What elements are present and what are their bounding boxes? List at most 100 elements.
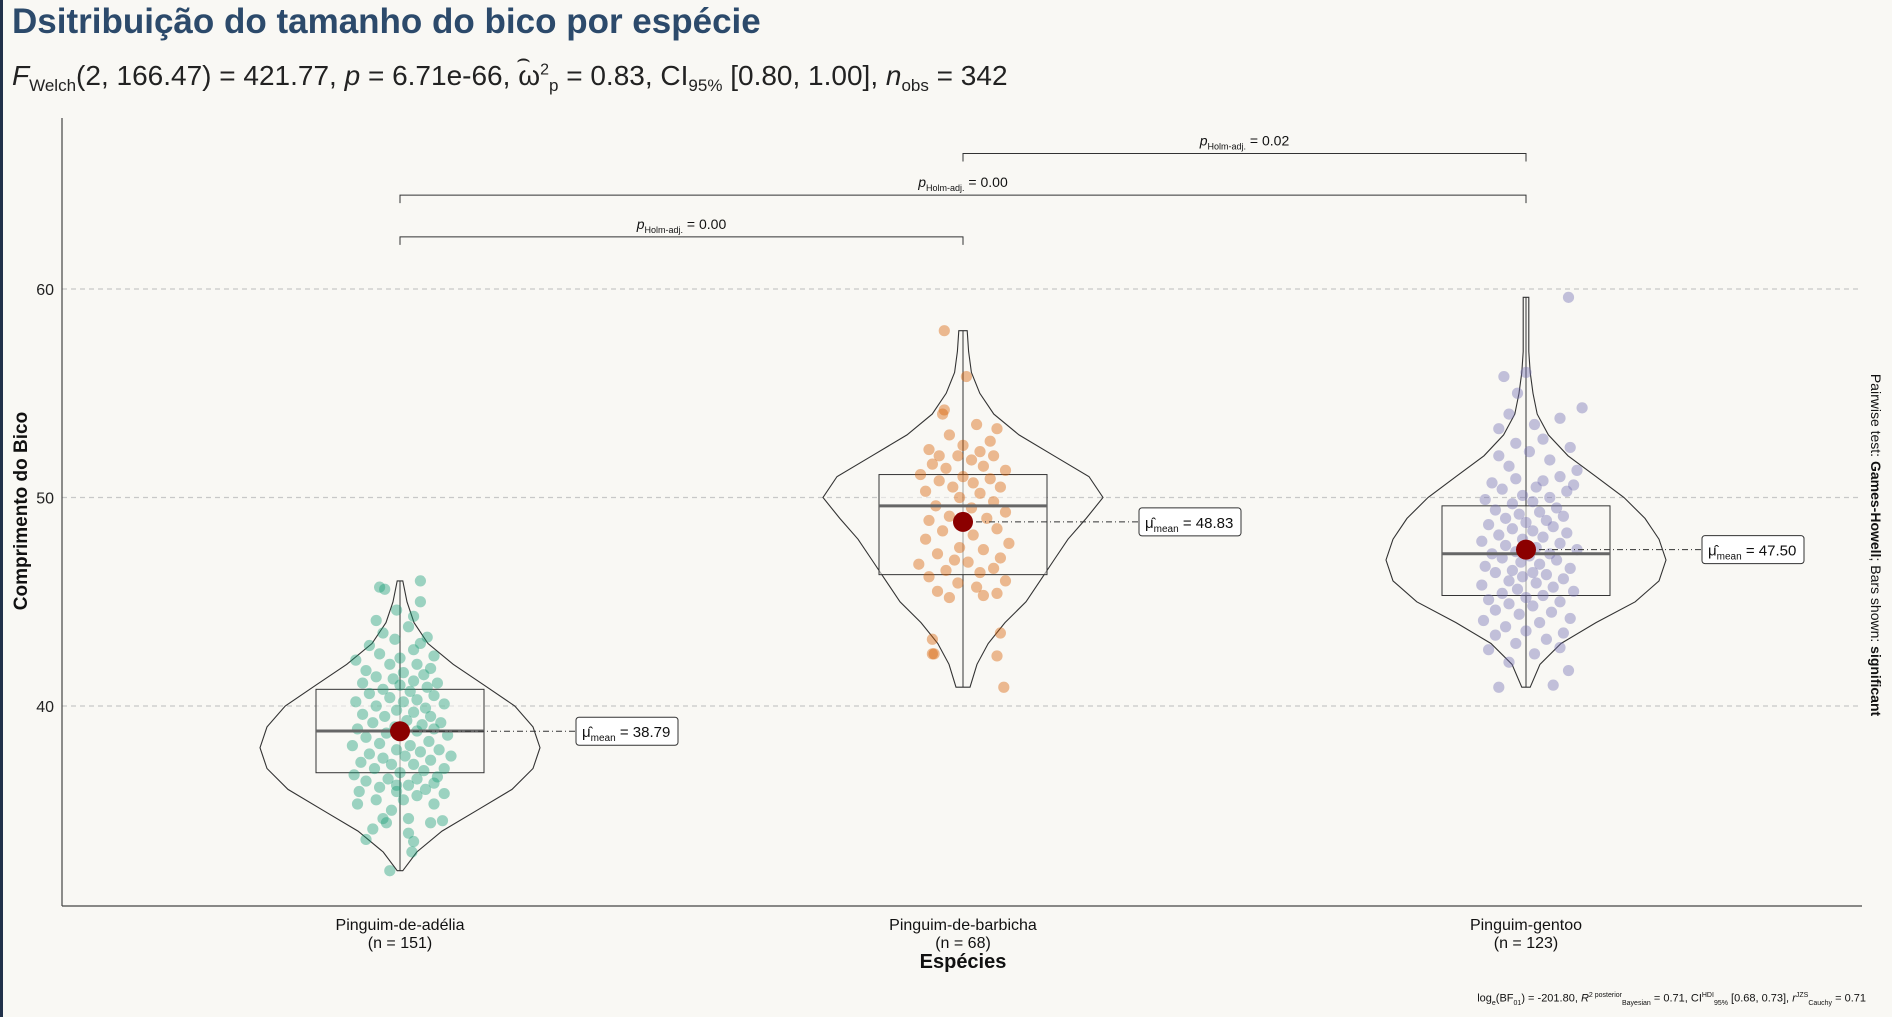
footer-bf-sub: e — [1491, 999, 1496, 1007]
data-point — [1483, 594, 1495, 606]
data-point — [397, 696, 409, 708]
data-point — [1506, 564, 1518, 577]
data-point — [428, 689, 440, 702]
data-point — [370, 700, 382, 712]
mean-mu-symbol: μ̂ — [582, 724, 594, 741]
data-point — [425, 662, 437, 675]
mean-subscript: mean — [591, 733, 616, 744]
mean-point-barbicha — [953, 511, 973, 532]
data-point — [438, 762, 450, 775]
x-tick-label: Pinguim-gentoo — [1470, 917, 1582, 934]
data-point — [926, 458, 939, 470]
data-point — [1551, 502, 1563, 514]
caption-test: Games-Howell — [1868, 460, 1884, 558]
data-point — [1003, 537, 1015, 549]
data-point — [988, 450, 1000, 462]
data-point — [414, 596, 426, 608]
subtitle-f-label: F — [12, 60, 30, 91]
data-point — [399, 750, 411, 762]
data-point — [1564, 612, 1576, 625]
data-point — [374, 781, 386, 793]
data-point — [1540, 569, 1552, 581]
data-point — [1540, 633, 1552, 645]
footer-ci-value: [0.68, 0.73], — [1731, 992, 1790, 1005]
data-point — [350, 696, 362, 708]
data-point — [1544, 491, 1556, 504]
data-point — [1479, 493, 1491, 506]
caption-bars: significant — [1868, 646, 1884, 717]
data-point — [913, 558, 925, 570]
subtitle-ci-sub: 95% — [688, 76, 723, 95]
data-point — [408, 835, 420, 848]
footer-bf-rest: (BF — [1495, 992, 1514, 1005]
data-point — [984, 435, 996, 447]
data-point — [923, 514, 935, 527]
data-point — [931, 548, 944, 560]
data-point — [377, 752, 389, 764]
data-point — [368, 762, 381, 775]
pairwise-caption: Pairwise test: Games-Howell; Bars shown:… — [1868, 374, 1884, 716]
y-tick-label: 40 — [36, 699, 54, 716]
data-point — [1483, 519, 1495, 531]
comparison-value: = 0.02 — [1246, 132, 1289, 148]
data-point — [999, 464, 1012, 476]
data-point — [1530, 481, 1542, 493]
data-point — [367, 717, 379, 729]
comparison-p: p — [917, 174, 926, 190]
data-point — [1554, 471, 1566, 483]
data-point — [1520, 625, 1532, 637]
data-point — [1479, 560, 1491, 572]
data-point — [363, 687, 375, 700]
subtitle-omega-value: = 0.83, — [566, 60, 653, 91]
data-point — [370, 614, 382, 627]
mean-mu-symbol: μ̂ — [1145, 515, 1157, 532]
data-point — [998, 681, 1010, 693]
data-point — [411, 773, 423, 785]
comparison-bracket — [962, 152, 1527, 162]
data-point — [1537, 433, 1549, 445]
data-point — [411, 658, 423, 670]
data-point — [1554, 642, 1566, 654]
box-gentoo — [1441, 505, 1611, 596]
mean-value: = 38.79 — [616, 724, 671, 741]
data-point — [965, 502, 978, 514]
subtitle-ci-value: [0.80, 1.00], — [730, 60, 879, 91]
data-point — [411, 694, 423, 706]
data-point — [421, 631, 433, 643]
data-point — [431, 771, 443, 783]
data-point — [425, 710, 437, 723]
data-point — [923, 571, 935, 583]
data-point — [952, 577, 964, 589]
data-point — [445, 750, 457, 762]
data-point — [960, 370, 973, 383]
comparison-sub: Holm-adj. — [1208, 141, 1247, 151]
data-point — [404, 740, 416, 752]
mean-subscript: mean — [1154, 524, 1179, 535]
data-point — [1523, 446, 1535, 458]
data-point — [938, 404, 950, 416]
bayes-footer: loge(BF01) = -201.80, R2 posteriorBayesi… — [1477, 992, 1866, 1007]
data-point — [421, 681, 433, 693]
data-point — [1493, 450, 1505, 462]
data-point — [370, 794, 382, 806]
data-point — [1510, 637, 1522, 650]
data-point — [367, 823, 379, 835]
data-point — [1551, 554, 1563, 566]
data-point — [967, 529, 979, 541]
data-point — [957, 471, 969, 483]
data-point — [977, 460, 990, 472]
data-point — [1568, 479, 1580, 491]
data-point — [1506, 498, 1518, 510]
data-point — [1500, 512, 1512, 524]
data-point — [943, 510, 956, 522]
data-point — [1547, 521, 1559, 533]
data-point — [991, 587, 1003, 600]
x-tick-label: Pinguim-de-adélia — [336, 917, 465, 934]
data-point — [1528, 418, 1541, 431]
data-point — [994, 552, 1007, 564]
data-point — [428, 777, 440, 789]
footer-r-value: = 0.71 — [1835, 992, 1866, 1005]
data-point — [1503, 656, 1515, 668]
data-point — [977, 544, 990, 556]
data-point — [404, 685, 416, 698]
